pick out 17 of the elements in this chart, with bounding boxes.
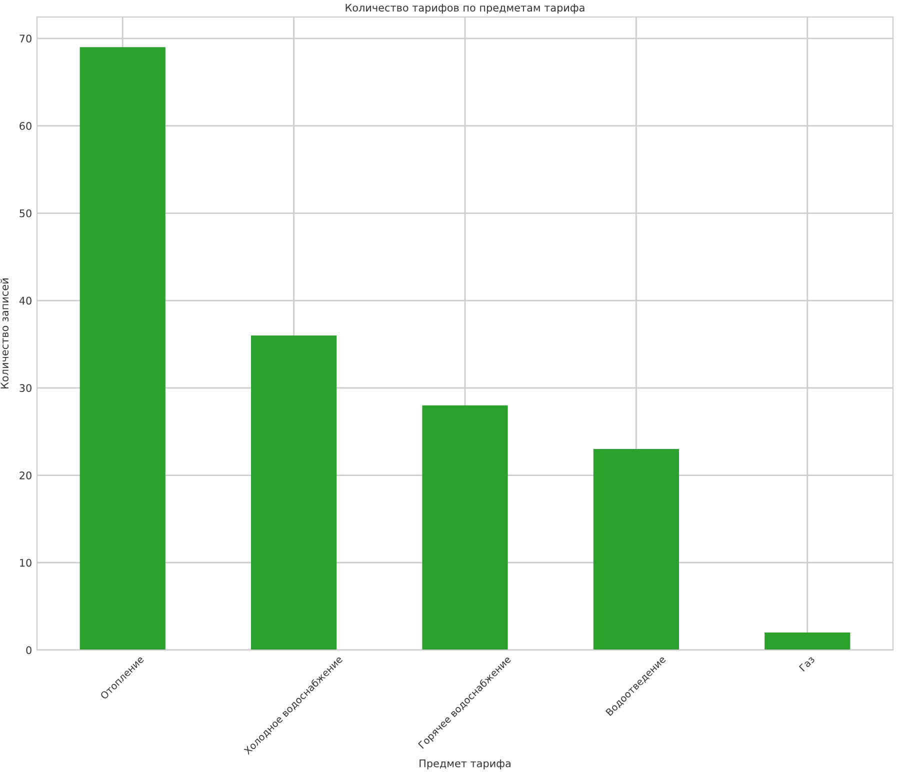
y-axis-title: Количество записей: [0, 278, 9, 388]
y-tick-label: 70: [20, 34, 32, 43]
y-tick-label: 50: [20, 209, 32, 218]
y-tick-label: 10: [20, 558, 32, 567]
bar: [764, 632, 850, 650]
y-tick-label: 30: [20, 384, 32, 392]
chart-title: Количество тарифов по предметам тарифа: [346, 4, 584, 14]
bar: [80, 47, 166, 650]
y-tick-label: 40: [19, 296, 32, 305]
y-tick-label: 60: [20, 122, 32, 130]
bar: [593, 449, 679, 650]
x-tick-label: Газ: [798, 655, 816, 672]
x-axis-title: Предмет тарифа: [420, 760, 510, 770]
y-tick-label: 0: [26, 646, 32, 654]
y-tick-label: 20: [20, 471, 32, 480]
bar: [422, 405, 508, 650]
bar: [251, 335, 337, 650]
